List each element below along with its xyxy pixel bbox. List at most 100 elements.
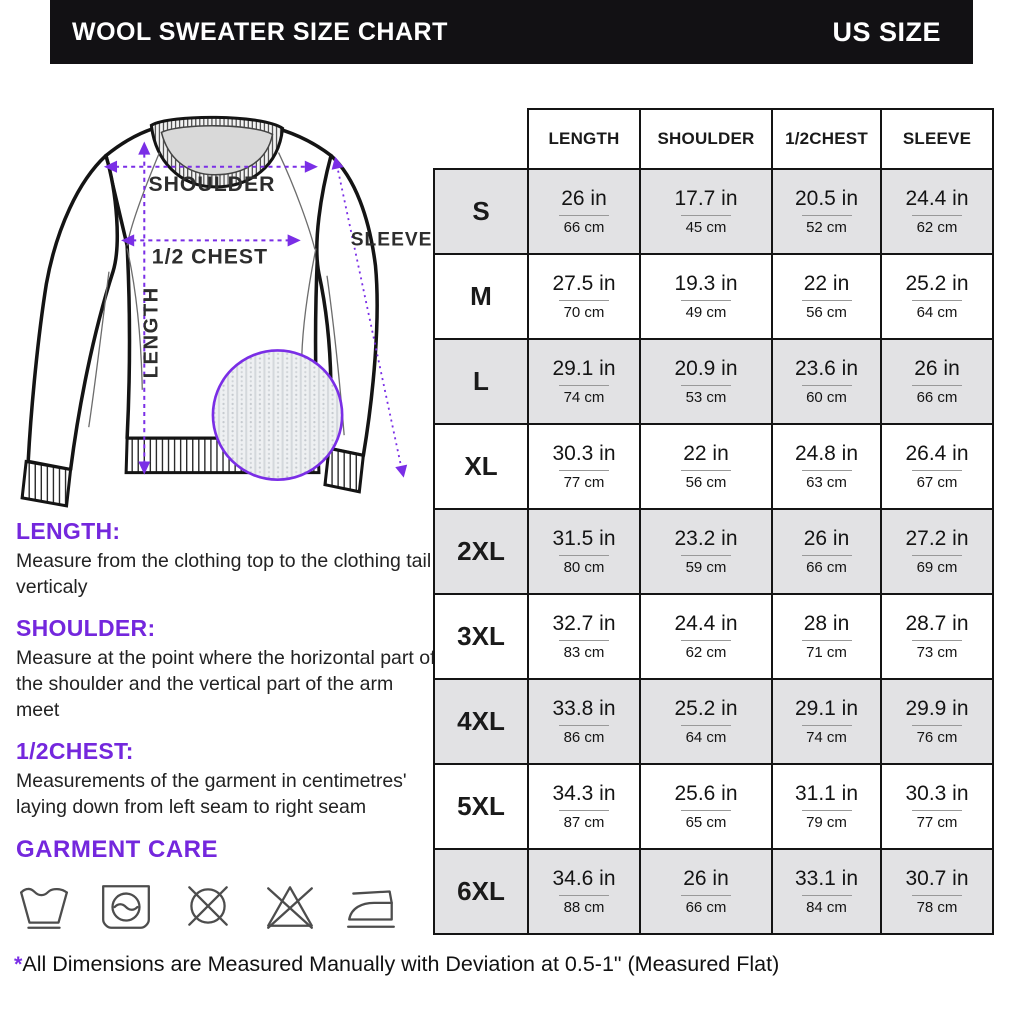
measurement-cell: 32.7 in 83 cm [527, 593, 641, 680]
measurement-cell: 24.8 in 63 cm [771, 423, 882, 510]
value-inches: 29.1 in [552, 357, 616, 380]
value-centimeters: 70 cm [563, 304, 605, 321]
sweater-left-cuff [20, 459, 73, 508]
size-label: M [433, 253, 529, 340]
size-label: 3XL [433, 593, 529, 680]
measurement-cell: 24.4 in 62 cm [880, 168, 994, 255]
fraction-divider [559, 300, 609, 301]
value-inches: 26 in [561, 187, 607, 210]
fabric-texture-circle [211, 349, 344, 481]
value-inches: 27.5 in [552, 272, 616, 295]
value-inches: 17.7 in [674, 187, 738, 210]
value-inches: 19.3 in [674, 272, 738, 295]
value-inches: 24.4 in [674, 612, 738, 635]
value-centimeters: 66 cm [563, 219, 605, 236]
size-label: L [433, 338, 529, 425]
fraction-divider [559, 810, 609, 811]
do-not-bleach-icon [267, 886, 313, 929]
value-centimeters: 60 cm [806, 389, 847, 406]
size-row-s: S 26 in 66 cm 17.7 in 45 cm 20.5 in 52 cm 24.4 … [433, 168, 994, 255]
value-centimeters: 56 cm [685, 474, 727, 491]
value-inches: 30.3 in [552, 442, 616, 465]
value-inches: 20.9 in [674, 357, 738, 380]
measurement-cell: 24.4 in 62 cm [639, 593, 773, 680]
shoulder-definition: Measure at the point where the horizonta… [16, 646, 436, 721]
value-inches: 25.2 in [674, 697, 738, 720]
machine-wash-icon [102, 885, 150, 929]
measurement-cell: 20.9 in 53 cm [639, 338, 773, 425]
measurement-cell: 28.7 in 73 cm [880, 593, 994, 680]
fraction-divider [559, 215, 609, 216]
value-centimeters: 79 cm [806, 814, 847, 831]
half-chest-definition: Measurements of the garment in centimetr… [16, 769, 407, 818]
footnote-text: All Dimensions are Measured Manually wit… [22, 952, 780, 976]
sweater-measurement-diagram: SHOULDER 1/2 CHEST LENGTH SLEEVE [20, 115, 432, 508]
fraction-divider [681, 895, 731, 896]
measurement-cell: 33.1 in 84 cm [771, 848, 882, 935]
region-label: US SIZE [832, 16, 941, 47]
measurement-cell: 33.8 in 86 cm [527, 678, 641, 765]
size-row-2xl: 2XL 31.5 in 80 cm 23.2 in 59 cm 26 in 66 cm 27.… [433, 508, 994, 595]
value-inches: 31.5 in [552, 527, 616, 550]
fraction-divider [681, 810, 731, 811]
column-header-sleeve: SLEEVE [880, 108, 994, 170]
value-inches: 29.9 in [905, 697, 969, 720]
measurement-cell: 29.1 in 74 cm [771, 678, 882, 765]
measurement-cell: 23.6 in 60 cm [771, 338, 882, 425]
fraction-divider [912, 385, 962, 386]
value-centimeters: 64 cm [685, 729, 727, 746]
fraction-divider [801, 300, 852, 301]
value-inches: 26 in [683, 867, 729, 890]
measurement-cell: 22 in 56 cm [771, 253, 882, 340]
size-label: S [433, 168, 529, 255]
fraction-divider [681, 555, 731, 556]
fraction-divider [801, 385, 852, 386]
value-inches: 22 in [803, 272, 850, 295]
column-header-1-2chest: 1/2CHEST [771, 108, 882, 170]
measurement-cell: 34.3 in 87 cm [527, 763, 641, 850]
length-label: LENGTH [140, 286, 162, 378]
page-title: WOOL SWEATER SIZE CHART [72, 17, 448, 46]
measurement-cell: 34.6 in 88 cm [527, 848, 641, 935]
fraction-divider [912, 640, 962, 641]
measurement-cell: 26 in 66 cm [527, 168, 641, 255]
value-centimeters: 80 cm [563, 559, 605, 576]
fraction-divider [559, 640, 609, 641]
footnote-asterisk: * [14, 952, 23, 976]
value-inches: 27.2 in [905, 527, 969, 550]
fraction-divider [801, 640, 852, 641]
footnote: *All Dimensions are Measured Manually wi… [14, 952, 779, 977]
value-inches: 28.7 in [905, 612, 969, 635]
fraction-divider [912, 725, 962, 726]
value-centimeters: 87 cm [563, 814, 605, 831]
value-centimeters: 71 cm [806, 644, 847, 661]
value-inches: 26.4 in [905, 442, 969, 465]
value-centimeters: 66 cm [916, 389, 958, 406]
size-row-l: L 29.1 in 74 cm 20.9 in 53 cm 23.6 in 60 cm 26 … [433, 338, 994, 425]
measurement-cell: 26.4 in 67 cm [880, 423, 994, 510]
fraction-divider [681, 725, 731, 726]
garment-care-icons [16, 878, 400, 934]
value-centimeters: 73 cm [916, 644, 958, 661]
value-centimeters: 62 cm [916, 219, 958, 236]
shoulder-label: SHOULDER [148, 173, 275, 196]
fraction-divider [801, 470, 852, 471]
value-inches: 29.1 in [794, 697, 859, 720]
value-centimeters: 66 cm [685, 899, 727, 916]
measurement-definitions: LENGTH: Measure from the clothing top to… [16, 518, 436, 864]
value-inches: 33.1 in [794, 867, 859, 890]
value-centimeters: 63 cm [806, 474, 847, 491]
value-inches: 20.5 in [794, 187, 859, 210]
value-inches: 23.6 in [794, 357, 859, 380]
value-centimeters: 77 cm [916, 814, 958, 831]
value-centimeters: 66 cm [806, 559, 847, 576]
sleeve-label: SLEEVE [351, 229, 432, 250]
value-centimeters: 84 cm [806, 899, 847, 916]
measurement-cell: 20.5 in 52 cm [771, 168, 882, 255]
value-inches: 26 in [803, 527, 850, 550]
measurement-cell: 28 in 71 cm [771, 593, 882, 680]
shoulder-term: SHOULDER: [16, 614, 156, 641]
fraction-divider [559, 555, 609, 556]
measurement-cell: 25.2 in 64 cm [880, 253, 994, 340]
value-inches: 23.2 in [674, 527, 738, 550]
